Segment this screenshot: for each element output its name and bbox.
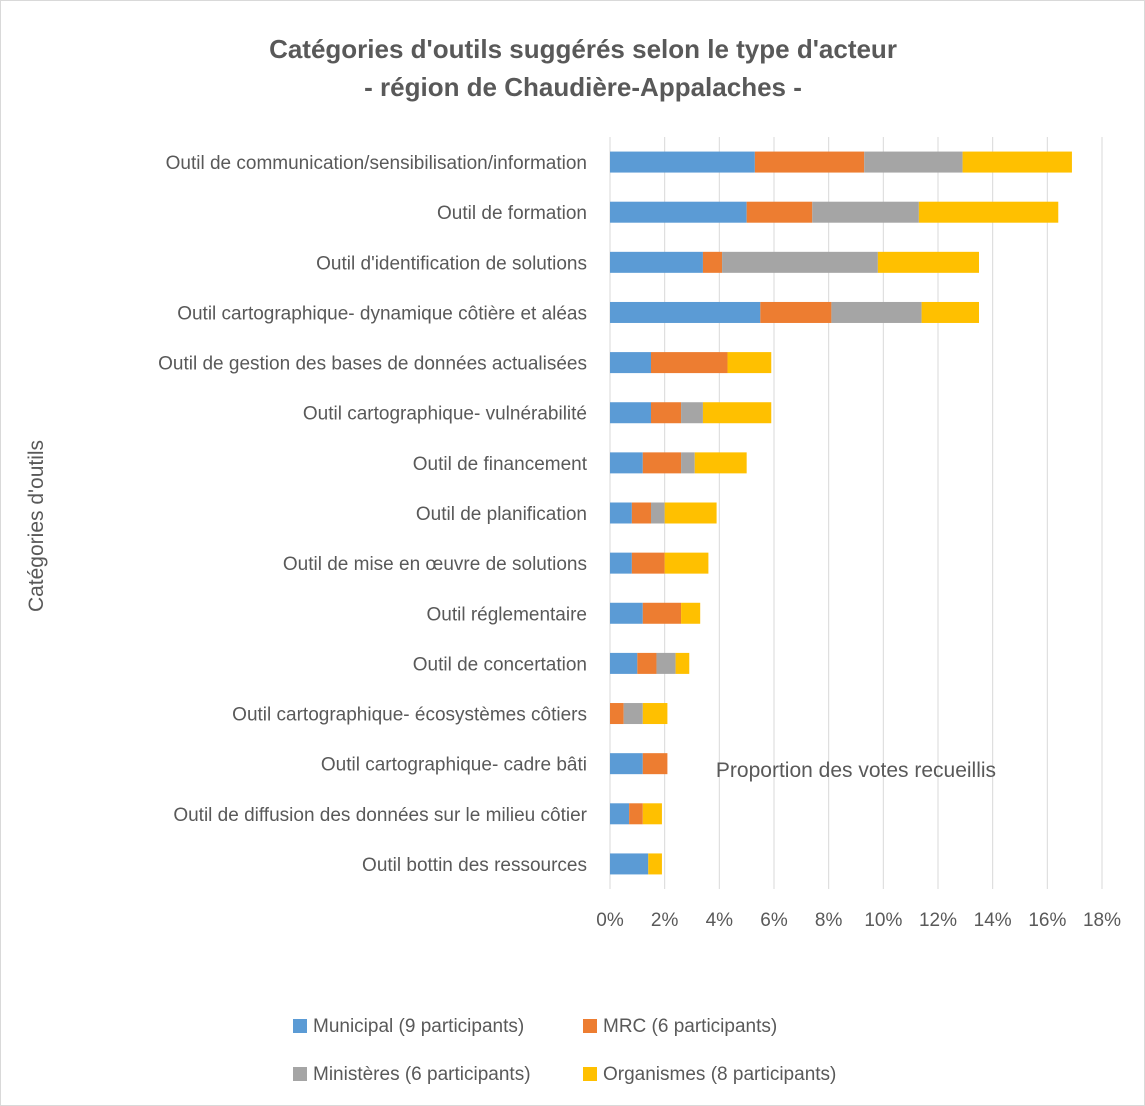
bar-segment xyxy=(681,452,695,474)
bar-segment xyxy=(610,352,651,374)
bar-segment xyxy=(727,352,772,374)
bar-segment xyxy=(610,753,643,775)
category-label: Outil de gestion des bases de données ac… xyxy=(158,354,587,375)
category-label: Outil de financement xyxy=(413,454,588,475)
bar-segment xyxy=(681,402,703,424)
bar-segment xyxy=(702,402,772,424)
bar-segment xyxy=(610,703,624,725)
bar-segment xyxy=(746,201,813,223)
x-axis-tick-labels: 0% 2% 4% 6% 8% 10% 12% 14% 16% 18% xyxy=(596,910,1121,931)
category-label: Outil de formation xyxy=(437,203,587,224)
bar-segment xyxy=(637,652,657,674)
bar-segment xyxy=(642,452,682,474)
bar-segment xyxy=(610,602,643,624)
x-tick-label: 2% xyxy=(651,910,679,931)
x-tick-label: 6% xyxy=(760,910,788,931)
legend-swatch xyxy=(583,1019,597,1033)
bar-segment xyxy=(610,502,632,524)
bar-segment xyxy=(831,301,922,323)
bar-segment xyxy=(651,502,665,524)
category-label: Outil cartographique- dynamique côtière … xyxy=(177,303,587,324)
legend-swatch xyxy=(583,1067,597,1081)
bar-segment xyxy=(610,803,630,825)
bar-segment xyxy=(610,452,643,474)
bar-segment xyxy=(610,201,747,223)
bar-segment xyxy=(651,402,682,424)
bar-segment xyxy=(656,652,676,674)
legend-swatch xyxy=(293,1019,307,1033)
chart-title-line2: - région de Chaudière-Appalaches - xyxy=(364,72,802,102)
x-tick-label: 4% xyxy=(706,910,734,931)
bar-segment xyxy=(631,552,665,574)
bar-segment xyxy=(629,803,643,825)
x-tick-label: 14% xyxy=(974,910,1012,931)
bar-segment xyxy=(664,552,709,574)
x-tick-label: 18% xyxy=(1083,910,1121,931)
category-label: Outil de planification xyxy=(416,504,587,525)
category-label: Outil de concertation xyxy=(413,654,587,675)
bars xyxy=(610,151,1072,875)
bar-segment xyxy=(760,301,832,323)
bar-segment xyxy=(642,753,668,775)
bar-segment xyxy=(631,502,651,524)
bar-segment xyxy=(610,853,649,875)
bar-segment xyxy=(877,251,979,273)
x-tick-label: 0% xyxy=(596,910,624,931)
bar-segment xyxy=(921,301,979,323)
category-label: Outil de diffusion des données sur le mi… xyxy=(173,805,587,826)
legend-label: Organismes (8 participants) xyxy=(603,1064,836,1085)
bar-segment xyxy=(864,151,963,173)
category-label: Outil de mise en œuvre de solutions xyxy=(283,554,587,575)
bar-segment xyxy=(702,251,723,273)
legend-label: MRC (6 participants) xyxy=(603,1016,777,1037)
bar-segment xyxy=(610,251,703,273)
x-tick-label: 10% xyxy=(864,910,902,931)
legend-label: Municipal (9 participants) xyxy=(313,1016,524,1037)
category-label: Outil d'identification de solutions xyxy=(316,253,587,274)
category-label: Outil de communication/sensibilisation/i… xyxy=(166,153,587,174)
x-tick-label: 16% xyxy=(1028,910,1066,931)
category-label: Outil cartographique- vulnérabilité xyxy=(303,404,587,425)
bar-segment xyxy=(664,502,717,524)
bar-segment xyxy=(651,352,728,374)
bar-segment xyxy=(642,703,668,725)
bar-segment xyxy=(918,201,1059,223)
category-label: Outil bottin des ressources xyxy=(362,855,587,876)
bar-segment xyxy=(610,552,632,574)
legend-label: Ministères (6 participants) xyxy=(313,1064,531,1085)
category-label: Outil réglementaire xyxy=(426,604,587,625)
category-label: Outil cartographique- écosystèmes côtier… xyxy=(232,705,587,726)
x-axis-title: Proportion des votes recueillis xyxy=(716,759,996,782)
bar-segment xyxy=(962,151,1072,173)
bar-segment xyxy=(722,251,878,273)
bar-segment xyxy=(812,201,919,223)
bar-segment xyxy=(642,803,662,825)
legend-swatch xyxy=(293,1067,307,1081)
bar-segment xyxy=(623,703,643,725)
bar-segment xyxy=(610,652,638,674)
bar-segment xyxy=(642,602,682,624)
bar-segment xyxy=(681,602,701,624)
y-axis-title: Catégories d'outils xyxy=(25,440,48,612)
legend: Municipal (9 participants) MRC (6 partici… xyxy=(293,1016,836,1085)
bar-segment xyxy=(610,402,651,424)
bar-segment xyxy=(610,301,761,323)
bar-segment xyxy=(648,853,662,875)
category-labels: Outil de communication/sensibilisation/i… xyxy=(158,153,588,876)
bar-segment xyxy=(754,151,865,173)
bar-segment xyxy=(610,151,755,173)
x-tick-label: 12% xyxy=(919,910,957,931)
x-tick-label: 8% xyxy=(815,910,843,931)
category-label: Outil cartographique- cadre bâti xyxy=(321,755,587,776)
bar-segment xyxy=(694,452,747,474)
chart-title-line1: Catégories d'outils suggérés selon le ty… xyxy=(269,34,897,64)
bar-segment xyxy=(675,652,690,674)
